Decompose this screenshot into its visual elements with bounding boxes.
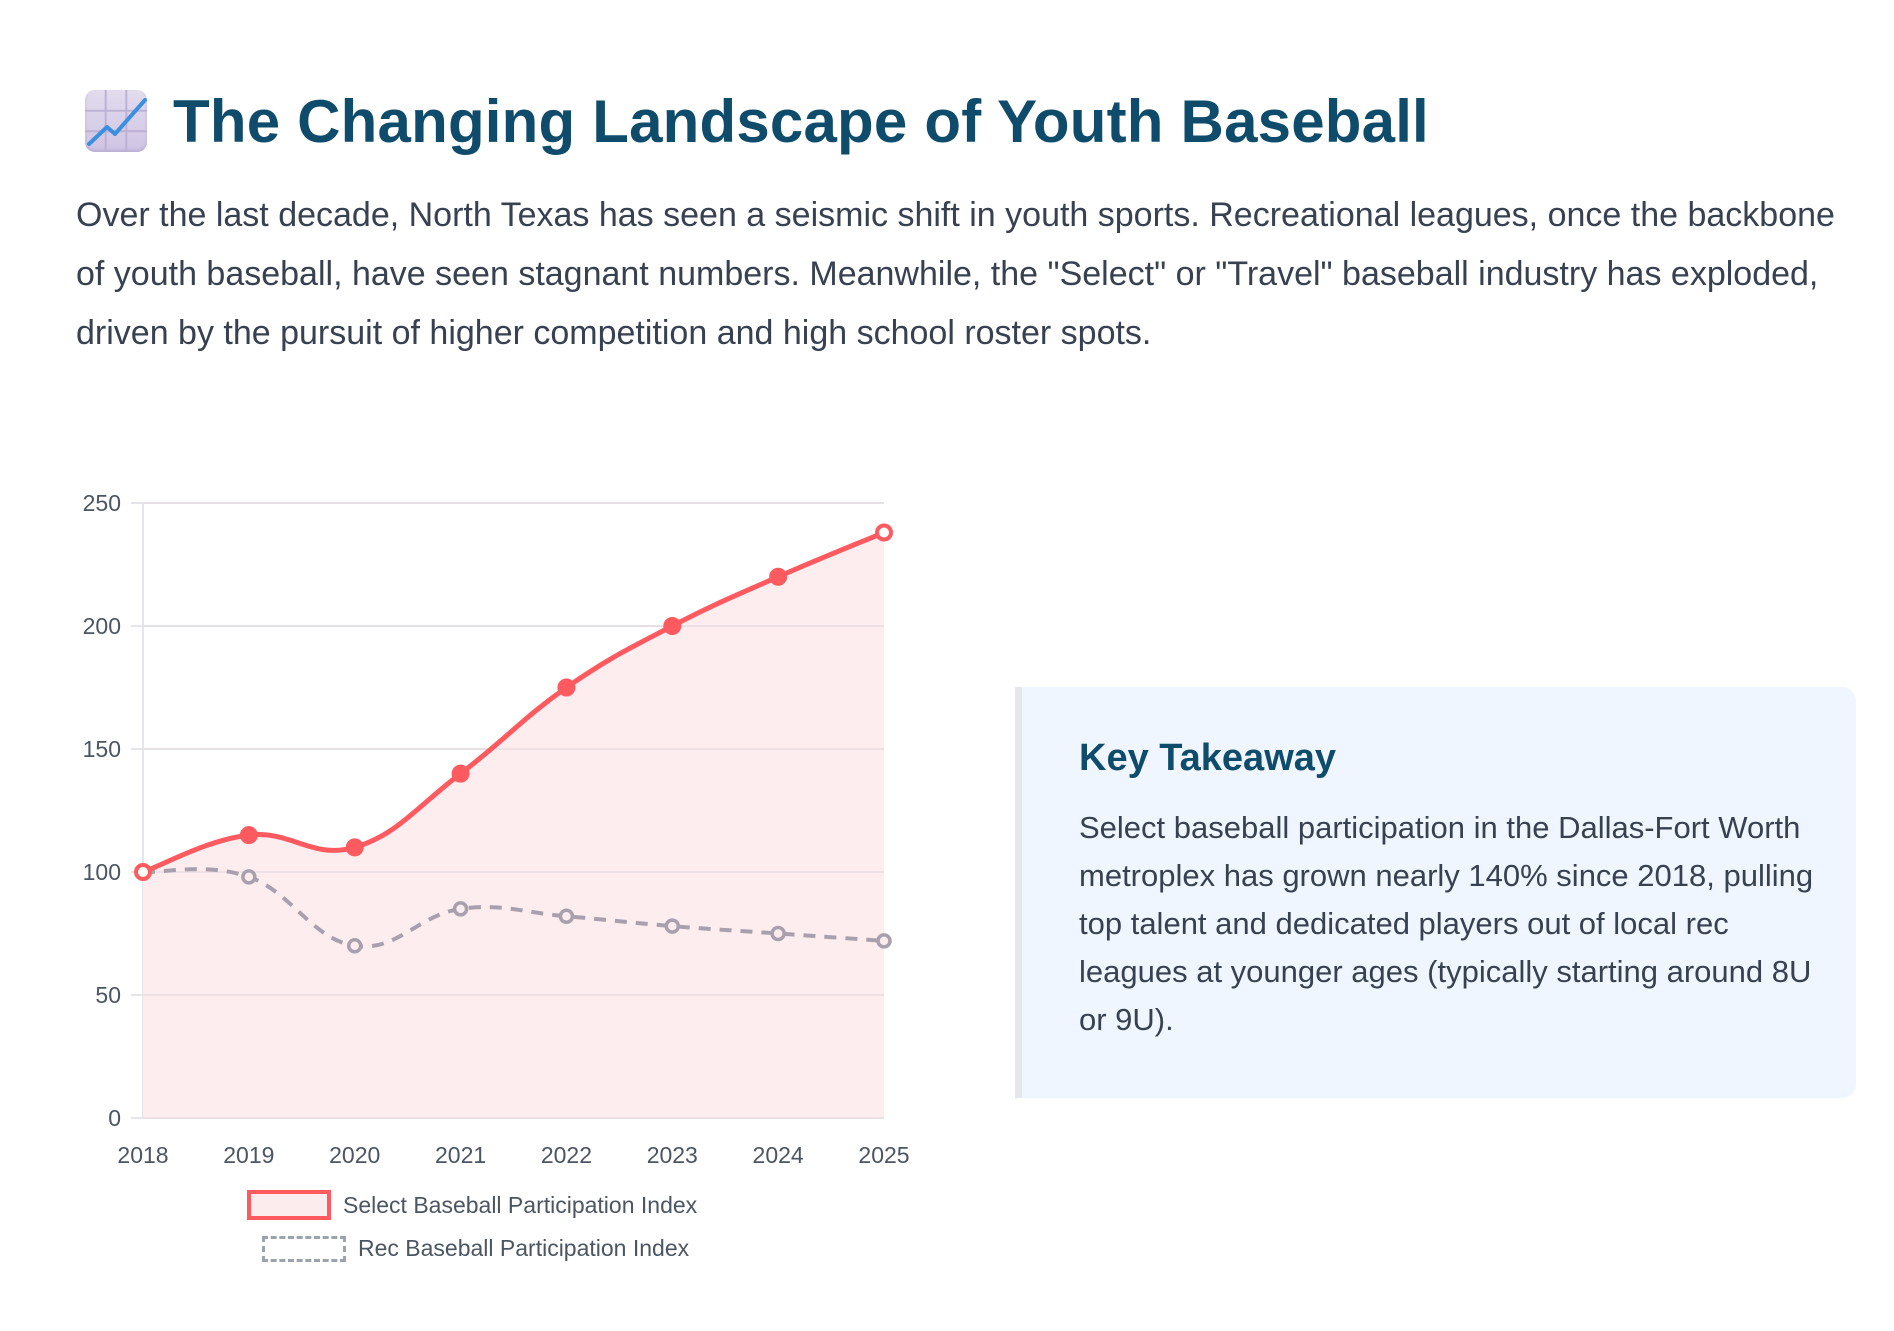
select-data-point	[134, 863, 152, 881]
rec-data-point	[876, 933, 892, 949]
rec-data-point	[452, 901, 469, 917]
x-tick-label: 2023	[647, 1142, 698, 1168]
select-data-point	[663, 617, 682, 635]
chart-increasing-icon	[85, 90, 147, 152]
participation-chart: 0 50 100 150 200 250 2018 2019 2020 2021 2022 2023 2…	[0, 480, 960, 1280]
x-tick-label: 2018	[117, 1142, 168, 1168]
select-area-fill	[143, 532, 884, 1118]
chart-canvas: 0 50 100 150 200 250 2018 2019 2020 2021 2022 2023 2…	[83, 490, 910, 1168]
select-series-line	[142, 530, 885, 875]
y-tick-label: 100	[83, 859, 121, 885]
key-takeaway-text: Select baseball participation in the Dal…	[1079, 810, 1814, 1037]
key-takeaway-title: Key Takeaway	[1079, 737, 1337, 779]
select-data-point	[345, 838, 364, 857]
select-data-point	[875, 523, 893, 542]
select-data-point	[769, 567, 788, 586]
legend-item-select[interactable]: Select Baseball Participation Index	[247, 1190, 697, 1220]
legend-swatch-rec	[262, 1235, 346, 1262]
rec-data-point	[241, 869, 257, 885]
y-tick-label: 200	[83, 613, 121, 639]
rec-data-point	[346, 938, 363, 954]
y-tick-label: 250	[83, 490, 121, 516]
rec-data-point	[664, 918, 681, 934]
legend-item-rec[interactable]: Rec Baseball Participation Index	[262, 1235, 689, 1262]
y-tick-label: 0	[108, 1105, 121, 1131]
y-tick-label: 50	[95, 982, 121, 1008]
page-header: The Changing Landscape of Youth Baseball	[85, 86, 1429, 156]
x-tick-label: 2019	[223, 1142, 274, 1168]
x-tick-label: 2020	[329, 1142, 380, 1168]
select-data-point	[239, 826, 258, 845]
rec-series-line	[142, 867, 885, 949]
rec-data-point	[558, 908, 575, 925]
intro-paragraph: Over the last decade, North Texas has se…	[76, 196, 1835, 352]
x-tick-label: 2022	[541, 1142, 592, 1168]
legend-label-select: Select Baseball Participation Index	[343, 1191, 698, 1218]
select-data-point	[451, 764, 470, 783]
y-tick-label: 150	[83, 736, 121, 762]
x-tick-label: 2025	[858, 1142, 909, 1168]
rec-data-point	[770, 925, 786, 942]
legend-swatch-select	[247, 1190, 331, 1220]
x-tick-label: 2021	[435, 1142, 486, 1168]
legend-label-rec: Rec Baseball Participation Index	[358, 1235, 690, 1261]
x-tick-label: 2024	[753, 1142, 804, 1168]
key-takeaway-card: Key Takeaway Select baseball participati…	[1015, 687, 1856, 1098]
select-data-point	[557, 678, 576, 697]
page-title: The Changing Landscape of Youth Baseball	[173, 87, 1429, 155]
